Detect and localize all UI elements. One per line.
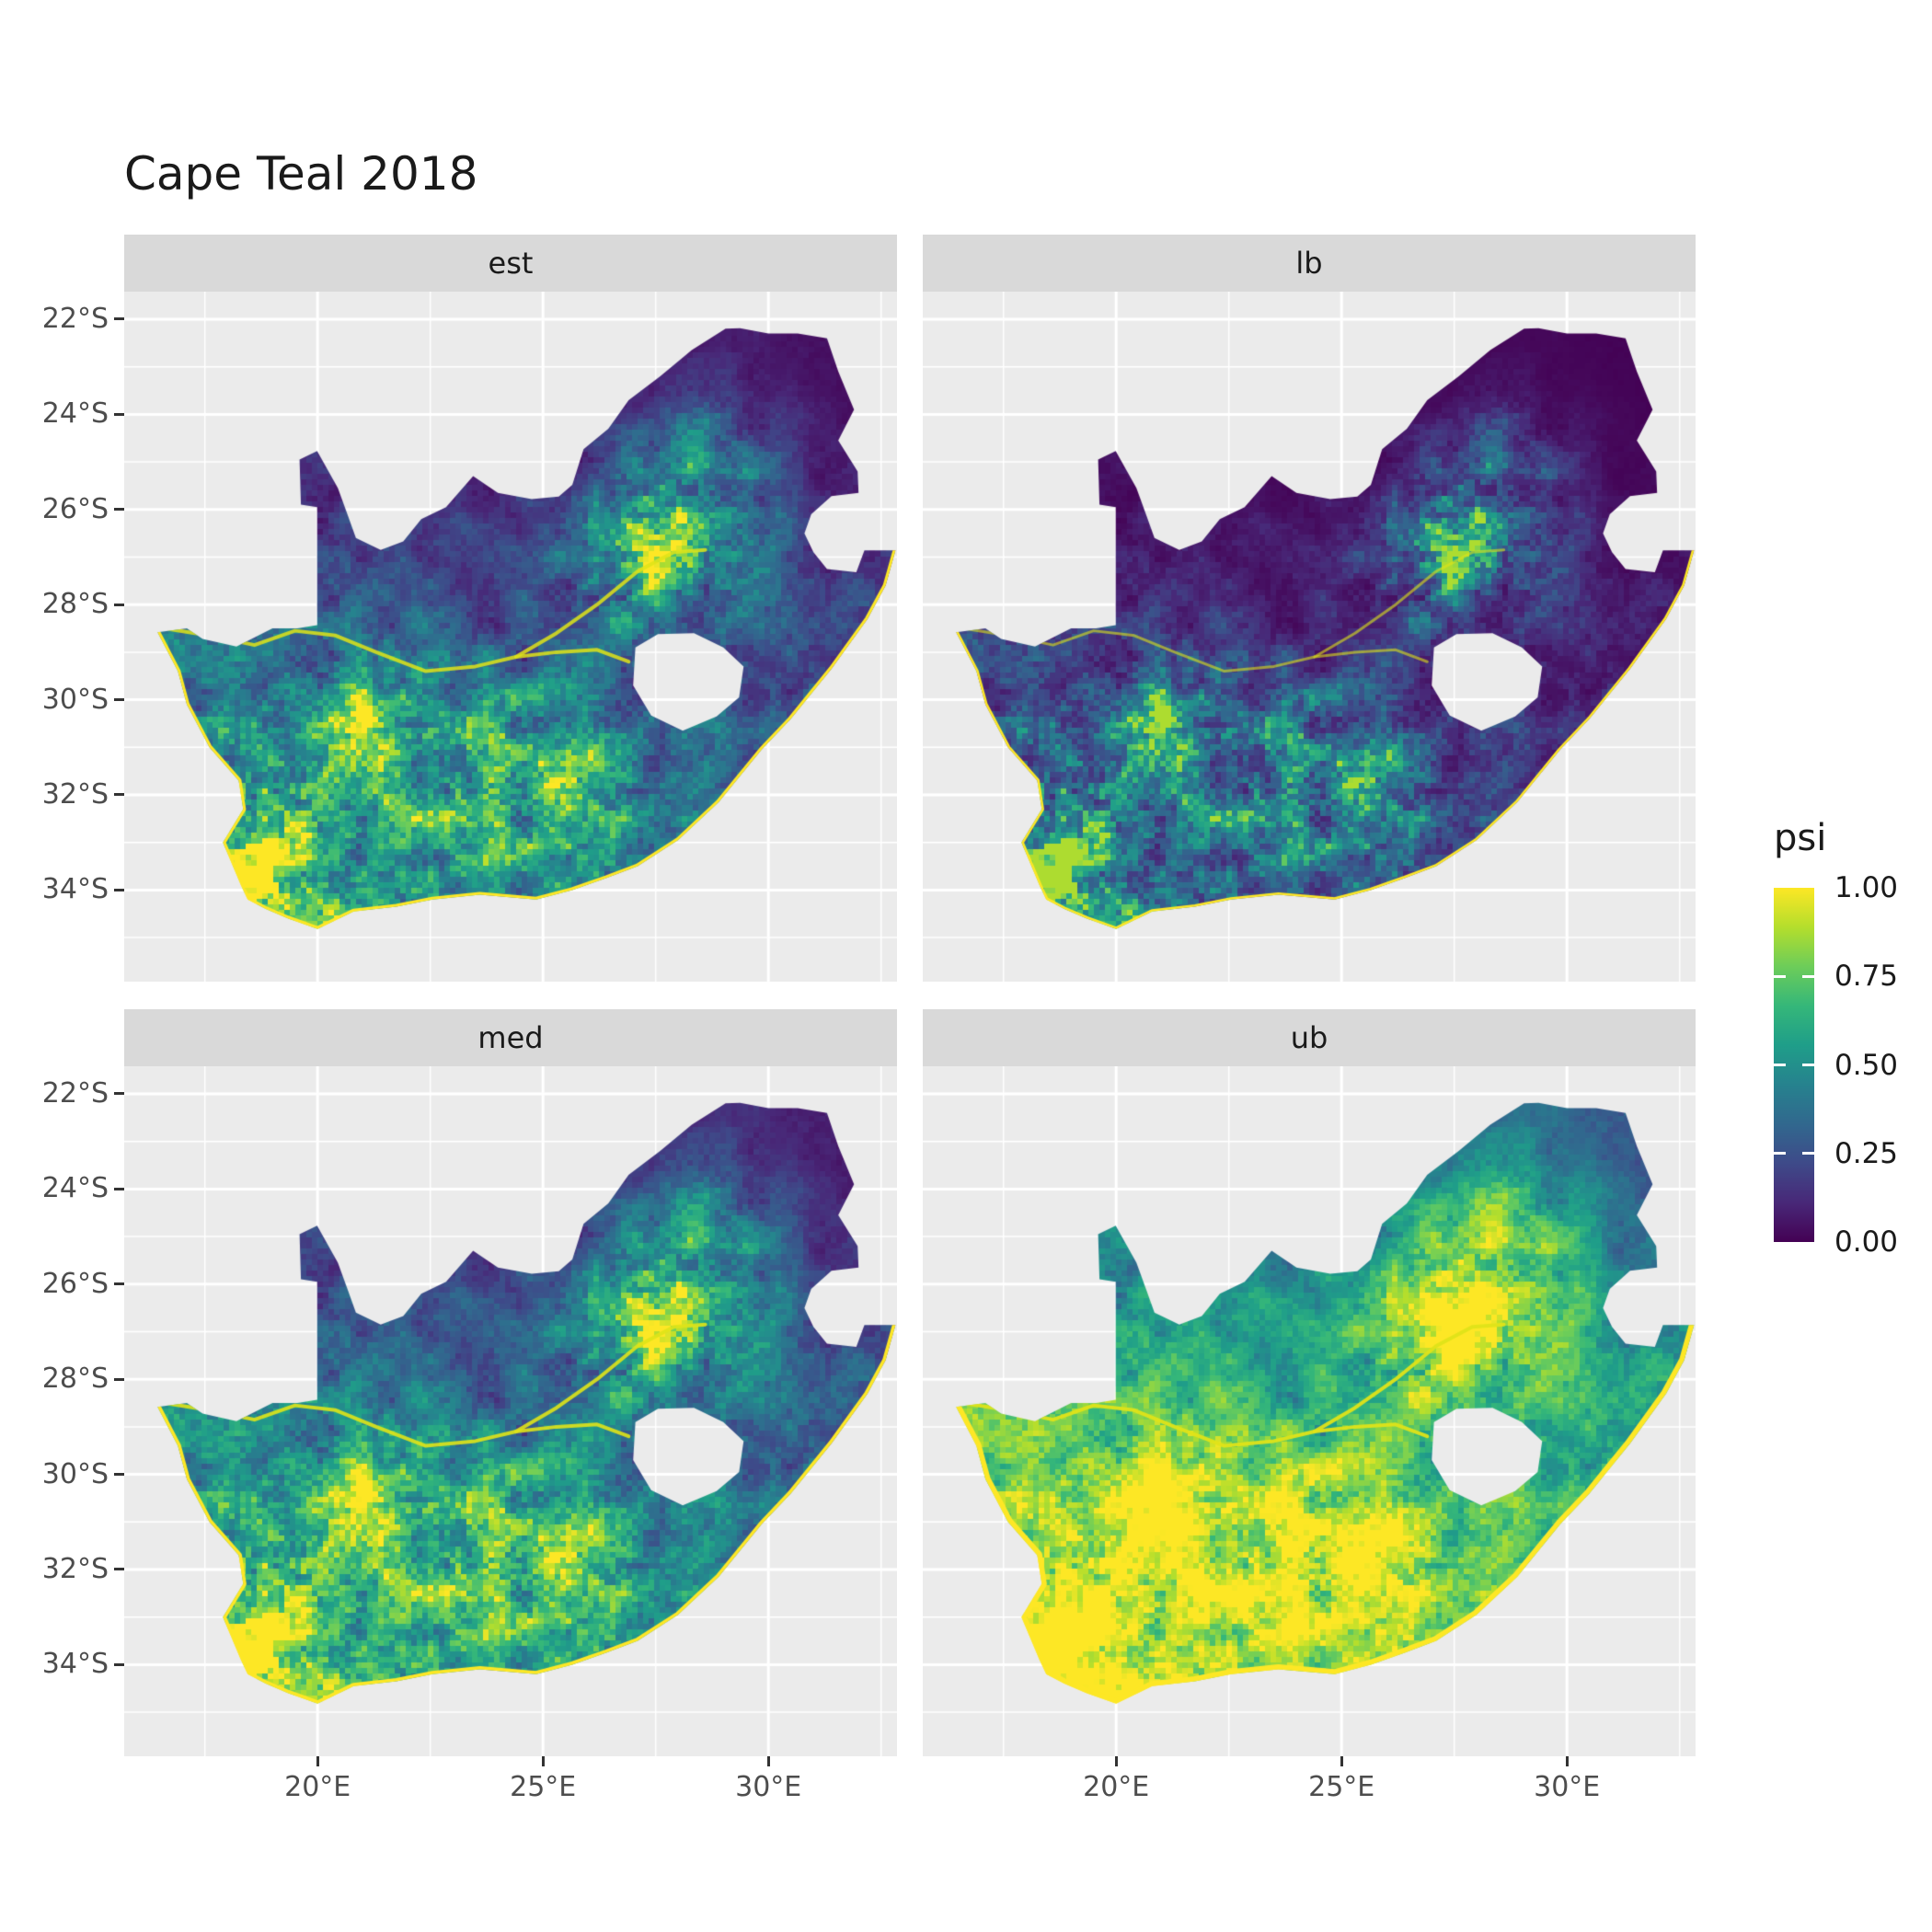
y-axis-tick: [114, 698, 124, 702]
x-axis-tick: [316, 1756, 319, 1766]
legend-tick-mark: [1802, 974, 1814, 978]
legend-tick-label: 0.75: [1834, 960, 1899, 994]
facet-strip-est: est: [124, 235, 897, 292]
legend-tick-mark: [1802, 1152, 1814, 1156]
y-axis-tick: [114, 888, 124, 891]
facet-strip-label: ub: [1290, 1020, 1328, 1055]
x-axis-tick: [1340, 1756, 1343, 1766]
y-axis-tick-label: 30°S: [41, 683, 109, 716]
y-axis-tick: [114, 1092, 124, 1096]
y-axis-tick: [114, 1473, 124, 1477]
legend-tick-mark: [1802, 1064, 1814, 1066]
x-axis-tick: [1565, 1756, 1569, 1766]
y-axis-tick: [114, 1187, 124, 1190]
map-panel-ub: [923, 1066, 1696, 1756]
facet-strip-lb: lb: [923, 235, 1696, 292]
y-axis-tick-label: 32°S: [41, 1552, 109, 1585]
facet-strip-label: lb: [1295, 246, 1323, 281]
facet-strip-label: med: [477, 1020, 544, 1055]
legend-tick-mark: [1774, 1064, 1786, 1066]
y-axis-tick: [114, 793, 124, 797]
plot-title: Cape Teal 2018: [124, 147, 478, 201]
legend-tick-mark: [1774, 974, 1786, 978]
x-axis-tick: [766, 1756, 770, 1766]
y-axis-tick-label: 34°S: [41, 873, 109, 906]
x-axis-tick-label: 20°E: [284, 1771, 351, 1803]
facet-strip-med: med: [124, 1009, 897, 1066]
map-panel-med: [124, 1066, 897, 1756]
legend-tick-label: 0.50: [1834, 1048, 1899, 1082]
y-axis-tick-label: 22°S: [41, 302, 109, 335]
legend-tick-label: 0.00: [1834, 1225, 1899, 1259]
y-axis-tick-label: 32°S: [41, 777, 109, 811]
legend-tick-label: 1.00: [1834, 871, 1899, 904]
y-axis-tick: [114, 1568, 124, 1571]
y-axis-tick: [114, 508, 124, 512]
x-axis-tick-label: 25°E: [1308, 1771, 1375, 1803]
y-axis-tick-label: 26°S: [41, 492, 109, 525]
facet-strip-ub: ub: [923, 1009, 1696, 1066]
y-axis-tick: [114, 1662, 124, 1666]
y-axis-tick-label: 28°S: [41, 1363, 109, 1396]
y-axis-tick-label: 26°S: [41, 1267, 109, 1300]
y-axis-tick: [114, 1282, 124, 1286]
y-axis-tick: [114, 1377, 124, 1381]
x-axis-tick-label: 20°E: [1083, 1771, 1150, 1803]
x-axis-tick-label: 25°E: [510, 1771, 577, 1803]
y-axis-tick-label: 24°S: [41, 1172, 109, 1205]
x-axis-tick: [541, 1756, 545, 1766]
y-axis-tick-label: 30°S: [41, 1457, 109, 1490]
legend-title: psi: [1774, 817, 1827, 859]
map-panel-est: [124, 292, 897, 982]
y-axis-tick-label: 28°S: [41, 588, 109, 621]
map-panel-lb: [923, 292, 1696, 982]
y-axis-tick-label: 22°S: [41, 1076, 109, 1110]
x-axis-tick: [1114, 1756, 1118, 1766]
facet-strip-label: est: [488, 246, 534, 281]
y-axis-tick: [114, 412, 124, 416]
y-axis-tick-label: 24°S: [41, 397, 109, 431]
y-axis-tick: [114, 317, 124, 321]
legend-tick-label: 0.25: [1834, 1136, 1899, 1170]
y-axis-tick-label: 34°S: [41, 1648, 109, 1681]
legend-tick-mark: [1774, 1152, 1786, 1156]
x-axis-tick-label: 30°E: [735, 1771, 802, 1803]
x-axis-tick-label: 30°E: [1534, 1771, 1601, 1803]
y-axis-tick: [114, 603, 124, 606]
